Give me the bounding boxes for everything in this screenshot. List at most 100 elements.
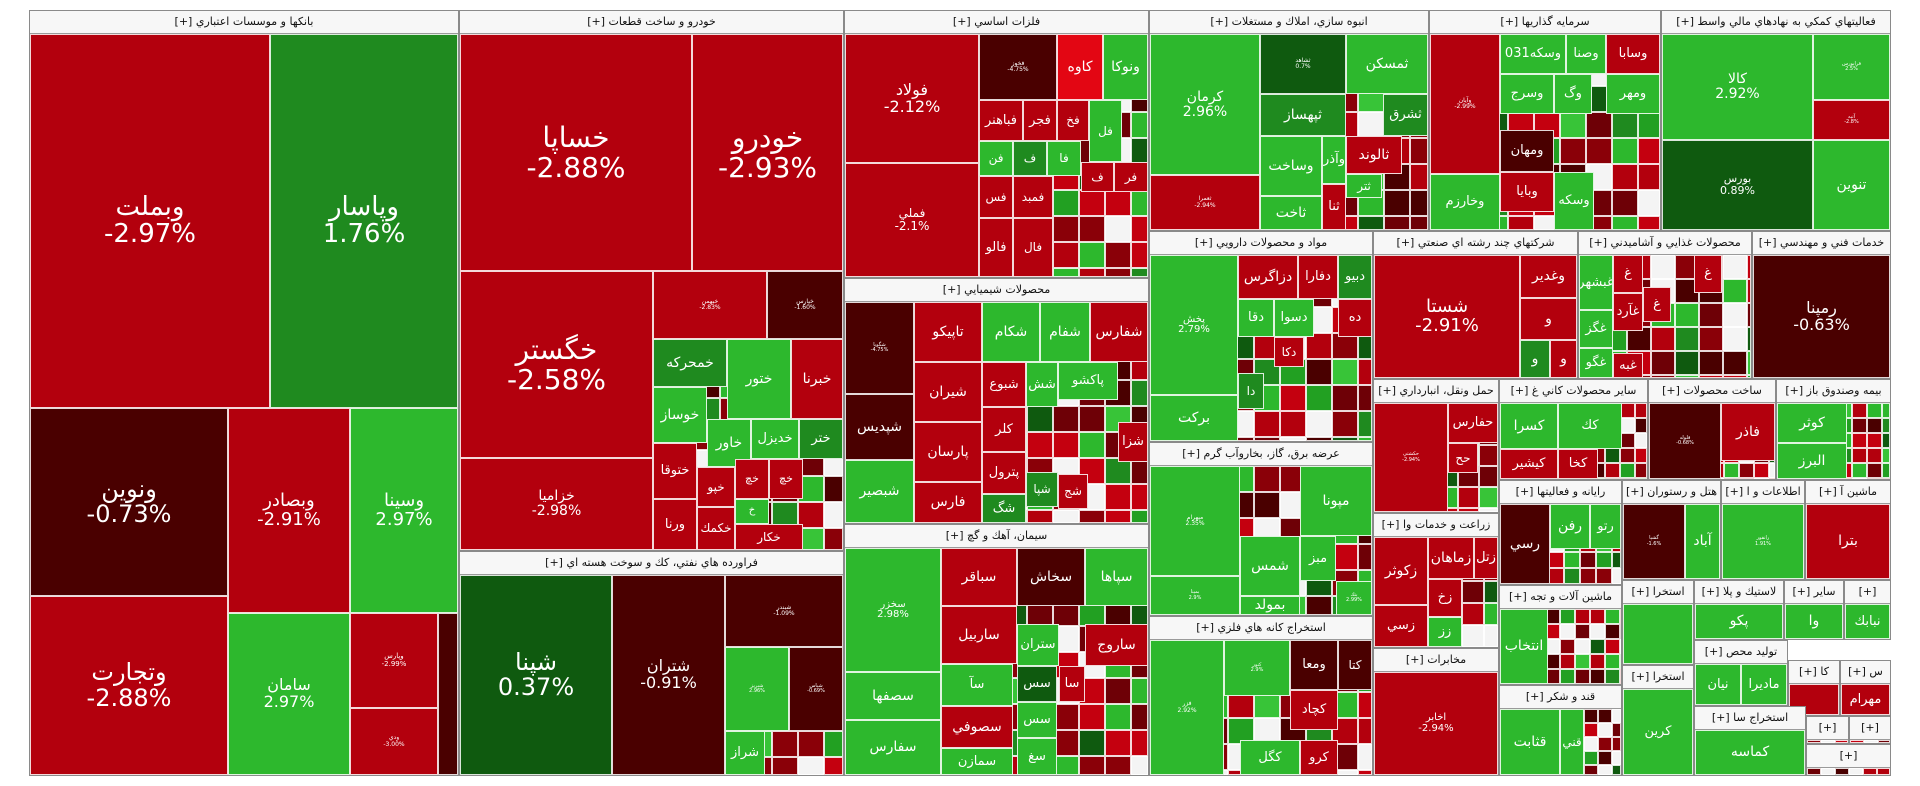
small-stock-block[interactable] xyxy=(1384,216,1410,230)
small-stock-block[interactable] xyxy=(1635,448,1647,463)
stock-tile[interactable]: فزر 2.92% xyxy=(1150,640,1224,775)
sector-title[interactable]: [+] xyxy=(1807,745,1890,768)
small-stock-block[interactable] xyxy=(1612,709,1621,723)
sector-title[interactable]: [+] xyxy=(1807,717,1848,740)
small-stock-block[interactable] xyxy=(1280,385,1306,411)
small-stock-block[interactable] xyxy=(1612,552,1621,568)
sector-title[interactable]: [+] xyxy=(1845,581,1890,604)
small-stock-block[interactable] xyxy=(1105,730,1131,756)
sector-title[interactable]: لاستيك و پلا [+] xyxy=(1695,581,1783,604)
small-stock-block[interactable] xyxy=(1358,744,1372,770)
small-stock-block[interactable] xyxy=(1575,624,1590,639)
sector-title[interactable]: سيمان، آهك و گچ [+] xyxy=(845,525,1148,548)
small-stock-block[interactable] xyxy=(1575,654,1590,669)
stock-tile[interactable]: گشپا -1.6% xyxy=(1623,504,1685,579)
stock-tile[interactable]: خچ xyxy=(735,459,769,499)
small-stock-block[interactable] xyxy=(1638,190,1660,216)
small-stock-block[interactable] xyxy=(1612,737,1621,751)
stock-tile[interactable]: رتو xyxy=(1590,504,1621,549)
stock-tile[interactable] xyxy=(438,613,458,775)
sector-title[interactable]: عرضه برق، گاز، بخاروآب گرم [+] xyxy=(1150,443,1372,466)
small-stock-block[interactable] xyxy=(1410,216,1428,230)
small-stock-block[interactable] xyxy=(1739,463,1754,478)
stock-tile[interactable]: زخ xyxy=(1428,579,1462,617)
stock-tile[interactable]: غ xyxy=(1694,255,1722,293)
stock-tile[interactable]: ثنا xyxy=(1322,184,1346,230)
small-stock-block[interactable] xyxy=(772,757,798,775)
stock-tile[interactable]: كيشير xyxy=(1500,449,1558,479)
stock-tile[interactable]: فاذر xyxy=(1721,403,1775,461)
small-stock-block[interactable] xyxy=(1638,216,1660,230)
stock-tile[interactable]: انتخاب xyxy=(1500,609,1548,684)
stock-tile[interactable]: ثتر xyxy=(1346,174,1382,198)
stock-tile[interactable]: دفارا xyxy=(1298,255,1338,299)
stock-tile[interactable]: فر xyxy=(1114,162,1148,192)
small-stock-block[interactable] xyxy=(1131,190,1148,216)
sector-title[interactable]: مواد و محصولات دارويي [+] xyxy=(1150,232,1372,255)
sector-title[interactable]: ماشين آلات و تجه [+] xyxy=(1500,586,1621,609)
small-stock-block[interactable] xyxy=(1479,508,1498,512)
stock-tile[interactable]: شتران -0.91% xyxy=(612,575,725,775)
stock-tile[interactable]: شگ xyxy=(982,494,1026,523)
stock-tile[interactable]: وسابا xyxy=(1606,34,1660,74)
small-stock-block[interactable] xyxy=(1754,463,1769,478)
stock-tile[interactable]: وتجارت -2.88% xyxy=(30,596,228,775)
stock-tile[interactable]: تاپيكو xyxy=(914,302,982,362)
small-stock-block[interactable] xyxy=(1105,756,1131,775)
stock-tile[interactable]: شبندر -1.09% xyxy=(725,575,843,647)
stock-tile[interactable]: فس xyxy=(979,176,1013,218)
stock-tile[interactable]: اخابر -2.94% xyxy=(1374,672,1498,775)
sector-title[interactable]: سایر محصولات كاني غ [+] xyxy=(1500,380,1647,403)
stock-tile[interactable]: شپا xyxy=(1026,472,1058,507)
stock-tile[interactable]: ثالوند xyxy=(1346,136,1402,174)
small-stock-block[interactable] xyxy=(1479,445,1498,466)
stock-tile[interactable]: خ xyxy=(735,499,769,524)
small-stock-block[interactable] xyxy=(1053,216,1079,242)
small-stock-block[interactable] xyxy=(1105,704,1131,730)
small-stock-block[interactable] xyxy=(1358,112,1384,138)
sector-title[interactable]: زراعت و خدمات وا [+] xyxy=(1374,514,1498,537)
stock-tile[interactable]: ورنا xyxy=(653,499,697,550)
stock-tile[interactable]: سس xyxy=(1017,666,1057,702)
stock-tile[interactable]: رفن xyxy=(1550,504,1590,549)
small-stock-block[interactable] xyxy=(1105,484,1131,510)
stock-tile[interactable]: ختور xyxy=(727,339,791,419)
stock-tile[interactable]: وآيان -2.99% xyxy=(1430,34,1500,174)
stock-tile[interactable]: خچ xyxy=(769,459,803,499)
stock-tile[interactable]: پخش 2.79% xyxy=(1150,255,1238,395)
sector-title[interactable]: توليد محص [+] xyxy=(1695,641,1787,664)
small-stock-block[interactable] xyxy=(1867,403,1882,418)
small-stock-block[interactable] xyxy=(1358,437,1372,441)
small-stock-block[interactable] xyxy=(1306,359,1332,385)
small-stock-block[interactable] xyxy=(1651,255,1675,279)
stock-tile[interactable]: غآرد xyxy=(1613,293,1643,331)
stock-tile[interactable]: خگستر -2.58% xyxy=(460,271,653,458)
stock-tile[interactable]: خودرو -2.93% xyxy=(692,34,843,271)
stock-tile[interactable]: سامان 2.97% xyxy=(228,613,350,775)
small-stock-block[interactable] xyxy=(1306,385,1332,411)
small-stock-block[interactable] xyxy=(1612,138,1638,164)
sector-title[interactable]: خدمات فني و مهندسي [+] xyxy=(1753,232,1890,255)
stock-tile[interactable]: ثمسكن xyxy=(1346,34,1428,94)
small-stock-block[interactable] xyxy=(1864,740,1878,743)
small-stock-block[interactable] xyxy=(1638,112,1660,138)
small-stock-block[interactable] xyxy=(1079,756,1105,775)
stock-tile[interactable]: سخزر 2.98% xyxy=(845,548,941,672)
stock-tile[interactable]: زكوثر xyxy=(1374,537,1428,605)
small-stock-block[interactable] xyxy=(1612,190,1638,216)
small-stock-block[interactable] xyxy=(1254,466,1280,492)
stock-tile[interactable]: حح xyxy=(1448,443,1478,473)
stock-tile[interactable]: ودي -3.00% xyxy=(350,708,438,775)
stock-tile[interactable]: شمس xyxy=(1240,536,1300,596)
stock-tile[interactable]: فملي -2.1% xyxy=(845,163,979,277)
small-stock-block[interactable] xyxy=(1605,624,1620,639)
small-stock-block[interactable] xyxy=(1575,669,1590,684)
stock-tile[interactable]: شپديس xyxy=(845,394,914,460)
stock-tile[interactable]: شفارس xyxy=(1090,302,1148,362)
small-stock-block[interactable] xyxy=(1560,624,1575,639)
small-stock-block[interactable] xyxy=(1027,510,1053,523)
stock-tile[interactable]: ماديرا xyxy=(1741,664,1787,705)
small-stock-block[interactable] xyxy=(1079,216,1105,242)
small-stock-block[interactable] xyxy=(1484,625,1498,647)
stock-tile[interactable]: سصوفي xyxy=(941,706,1013,748)
